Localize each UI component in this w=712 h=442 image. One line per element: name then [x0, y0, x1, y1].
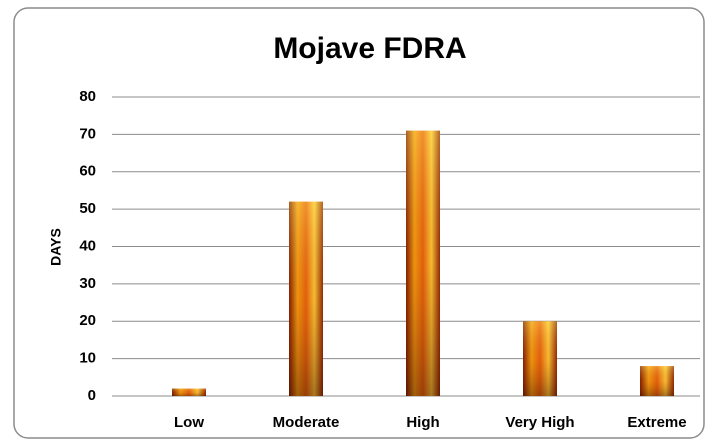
y-tick-label: 70	[79, 125, 96, 142]
chart-frame	[13, 7, 705, 439]
bar	[523, 321, 557, 396]
x-tick-label: Extreme	[627, 414, 686, 431]
x-tick-label: Very High	[505, 414, 574, 431]
bar	[289, 201, 323, 396]
y-tick-label: 30	[79, 275, 96, 292]
bar	[406, 130, 440, 396]
y-tick-label: 60	[79, 163, 96, 180]
y-tick-label: 80	[79, 88, 96, 105]
y-tick-label: 40	[79, 237, 96, 254]
chart-title: Mojave FDRA	[273, 32, 466, 65]
y-axis-label: DAYS	[48, 228, 64, 266]
x-tick-label: Low	[174, 414, 204, 431]
bar	[640, 366, 674, 396]
y-tick-label: 0	[88, 387, 96, 404]
x-tick-label: Moderate	[273, 414, 340, 431]
y-tick-label: 10	[79, 350, 96, 367]
y-tick-label: 20	[79, 312, 96, 329]
y-tick-label: 50	[79, 200, 96, 217]
x-tick-label: High	[406, 414, 439, 431]
bar	[172, 388, 206, 396]
